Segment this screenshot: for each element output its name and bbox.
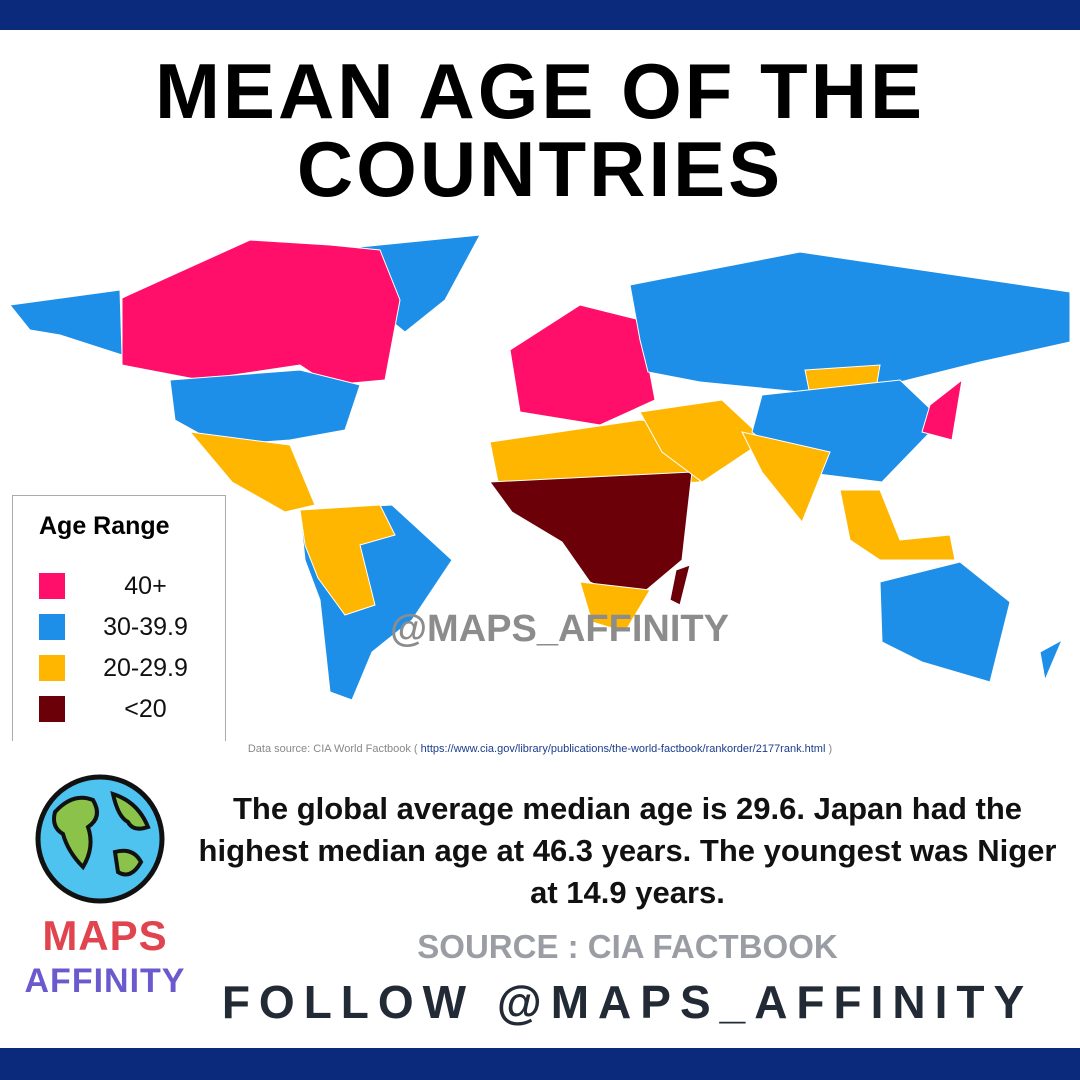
source-suffix: ) bbox=[828, 743, 833, 755]
region bbox=[839, 489, 956, 561]
caption: The global average median age is 29.6. J… bbox=[198, 791, 1057, 910]
region bbox=[169, 369, 361, 446]
globe-logo bbox=[35, 774, 165, 904]
region bbox=[188, 431, 316, 513]
region bbox=[121, 239, 401, 386]
title: MEAN AGE OF THE bbox=[154, 47, 926, 135]
region bbox=[669, 564, 691, 606]
legend: Age Range 40+ 30-39.9 20-29.9 <20 bbox=[12, 495, 226, 741]
region bbox=[741, 431, 831, 523]
legend-label: 20-29.9 bbox=[103, 654, 188, 682]
logo-text: MAPS bbox=[42, 912, 168, 959]
source-prefix: Data source: CIA World Factbook ( bbox=[247, 743, 418, 755]
top-bar bbox=[0, 0, 1080, 30]
legend-title: Age Range bbox=[39, 512, 170, 540]
watermark: @MAPS_AFFINITY bbox=[390, 608, 729, 650]
source-link[interactable]: https://www.cia.gov/library/publications… bbox=[420, 743, 826, 755]
data-source: Data source: CIA World Factbook ( https:… bbox=[0, 743, 1080, 755]
legend-label: <20 bbox=[124, 695, 167, 723]
region bbox=[921, 378, 963, 441]
region bbox=[509, 304, 656, 426]
bottom-bar bbox=[0, 1048, 1080, 1080]
region bbox=[299, 504, 396, 616]
legend-swatch bbox=[39, 573, 65, 599]
title: COUNTRIES bbox=[296, 125, 784, 213]
legend-swatch bbox=[39, 696, 65, 722]
follow: FOLLOW @MAPS_AFFINITY bbox=[221, 976, 1034, 1028]
logo-text: AFFINITY bbox=[24, 962, 186, 1000]
legend-label: 30-39.9 bbox=[103, 613, 188, 641]
legend-swatch bbox=[39, 655, 65, 681]
region bbox=[579, 581, 651, 633]
region bbox=[639, 399, 766, 483]
region bbox=[1039, 638, 1064, 682]
region bbox=[489, 471, 693, 603]
legend-label: 40+ bbox=[124, 572, 167, 600]
region bbox=[9, 289, 123, 356]
legend-swatch bbox=[39, 614, 65, 640]
source: SOURCE : CIA FACTBOOK bbox=[417, 928, 838, 965]
world-map bbox=[9, 234, 1071, 701]
region bbox=[879, 561, 1011, 683]
